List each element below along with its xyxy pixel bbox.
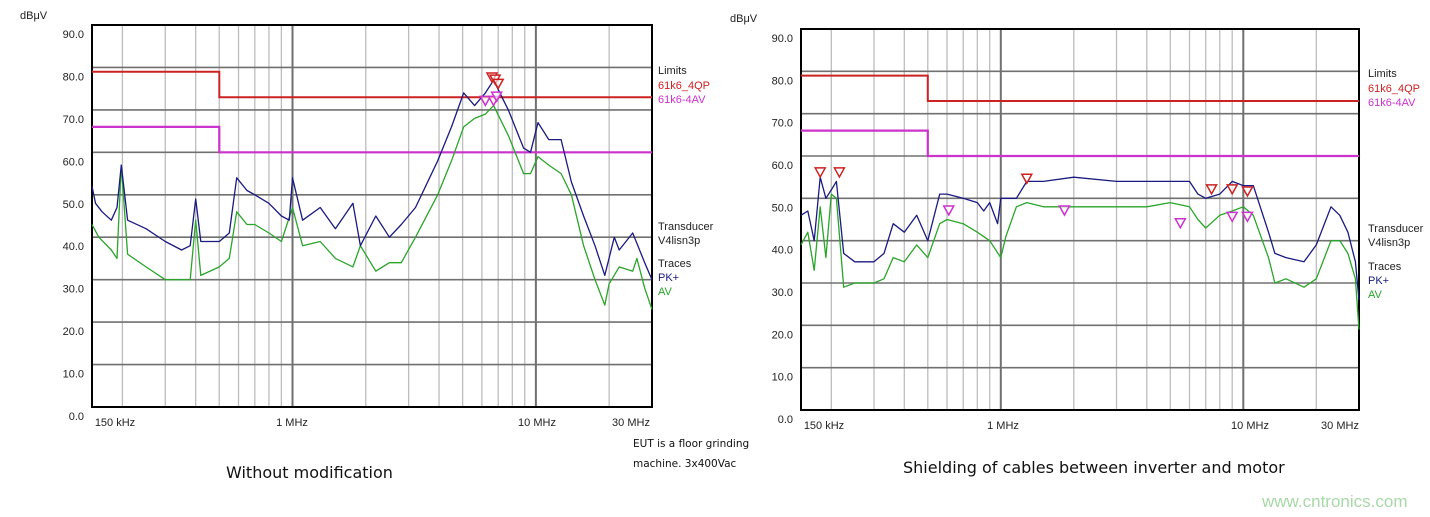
y-axis-unit: dBμV — [730, 13, 758, 25]
x-tick-label: 10 MHz — [518, 417, 556, 429]
y-tick-label: 70.0 — [772, 118, 793, 130]
y-axis-unit: dBμV — [20, 10, 48, 22]
y-tick-label: 10.0 — [63, 369, 84, 381]
y-tick-label: 0.0 — [778, 414, 793, 426]
y-tick-label: 0.0 — [69, 411, 84, 423]
x-tick-label: 150 kHz — [804, 420, 844, 432]
legend-limit-qp: 61k6_4QP — [658, 80, 710, 92]
trace-av — [91, 104, 653, 310]
limit-line-av — [801, 129, 1359, 158]
y-tick-label: 20.0 — [63, 326, 84, 338]
eut-note-line2: machine. 3x400Vac — [633, 458, 737, 470]
y-tick-label: 20.0 — [772, 329, 793, 341]
x-tick-label: 1 MHz — [276, 417, 308, 429]
legend-traces-title: Traces — [658, 258, 692, 270]
x-tick-label: 10 MHz — [1231, 420, 1269, 432]
qp-marker — [1241, 186, 1254, 198]
y-tick-label: 40.0 — [63, 241, 84, 253]
av-marker — [490, 91, 503, 103]
y-tick-label: 60.0 — [63, 156, 84, 168]
y-tick-label: 90.0 — [63, 29, 84, 41]
plot-frame — [91, 24, 653, 408]
x-tick-label: 150 kHz — [95, 417, 135, 429]
y-tick-label: 30.0 — [772, 287, 793, 299]
legend-traces-title: Traces — [1368, 261, 1402, 273]
legend-transducer: V4lisn3p — [1368, 237, 1410, 249]
av-marker — [1058, 205, 1071, 217]
eut-note-line1: EUT is a floor grinding — [633, 438, 750, 450]
limit-line-av — [92, 125, 652, 154]
legend-limits-title: Limits — [1368, 68, 1397, 80]
x-tick-label: 30 MHz — [612, 417, 650, 429]
av-marker — [1174, 217, 1187, 230]
qp-marker — [491, 78, 505, 90]
chart-right: 0.0 10.0 20.0 30.0 40.0 50.0 60.0 70.0 80.0 90.0 d… — [730, 13, 1424, 432]
legend-transducer-title: Transducer — [658, 221, 714, 233]
trace-pk — [800, 176, 1360, 300]
qp-marker — [833, 167, 846, 179]
y-tick-label: 50.0 — [63, 199, 84, 211]
trace-av — [800, 193, 1360, 330]
x-tick-label: 1 MHz — [987, 420, 1019, 432]
y-tick-label: 30.0 — [63, 284, 84, 296]
legend-transducer-title: Transducer — [1368, 223, 1424, 235]
qp-marker — [813, 167, 827, 179]
av-marker — [1241, 211, 1254, 223]
plot-frame — [800, 28, 1360, 411]
trace-pk — [91, 79, 653, 280]
av-marker — [942, 205, 956, 217]
limit-line-qp — [801, 74, 1359, 102]
legend-trace-av: AV — [658, 286, 673, 298]
limit-line-qp — [92, 70, 652, 99]
qp-marker — [1020, 173, 1034, 185]
qp-marker — [1225, 184, 1239, 196]
legend-transducer: V4lisn3p — [658, 235, 700, 247]
y-tick-label: 10.0 — [772, 372, 793, 384]
y-tick-label: 60.0 — [772, 160, 793, 172]
y-tick-label: 80.0 — [63, 71, 84, 83]
x-tick-label: 30 MHz — [1321, 420, 1359, 432]
y-tick-label: 70.0 — [63, 114, 84, 126]
y-tick-label: 90.0 — [772, 33, 793, 45]
legend-trace-pk: PK+ — [658, 272, 679, 284]
watermark: www.cntronics.com — [1262, 492, 1408, 511]
legend-limit-qp: 61k6_4QP — [1368, 83, 1420, 95]
av-marker — [1225, 211, 1239, 223]
caption-left: Without modification — [226, 463, 393, 482]
legend-limit-av: 61k6-4AV — [1368, 97, 1416, 109]
chart-left: 0.0 10.0 20.0 30.0 40.0 50.0 60.0 70.0 80.0 90.0 d… — [20, 10, 714, 429]
y-tick-label: 80.0 — [772, 75, 793, 87]
legend-trace-pk: PK+ — [1368, 275, 1389, 287]
legend-trace-av: AV — [1368, 289, 1383, 301]
qp-marker — [1205, 184, 1218, 196]
caption-right: Shielding of cables between inverter and… — [903, 458, 1285, 477]
av-marker — [479, 95, 492, 107]
y-tick-label: 50.0 — [772, 202, 793, 214]
y-tick-label: 40.0 — [772, 245, 793, 257]
legend-limit-av: 61k6-4AV — [658, 94, 706, 106]
eut-note: EUT is a floor grinding machine. 3x400Va… — [633, 434, 749, 474]
legend-limits-title: Limits — [658, 65, 687, 77]
